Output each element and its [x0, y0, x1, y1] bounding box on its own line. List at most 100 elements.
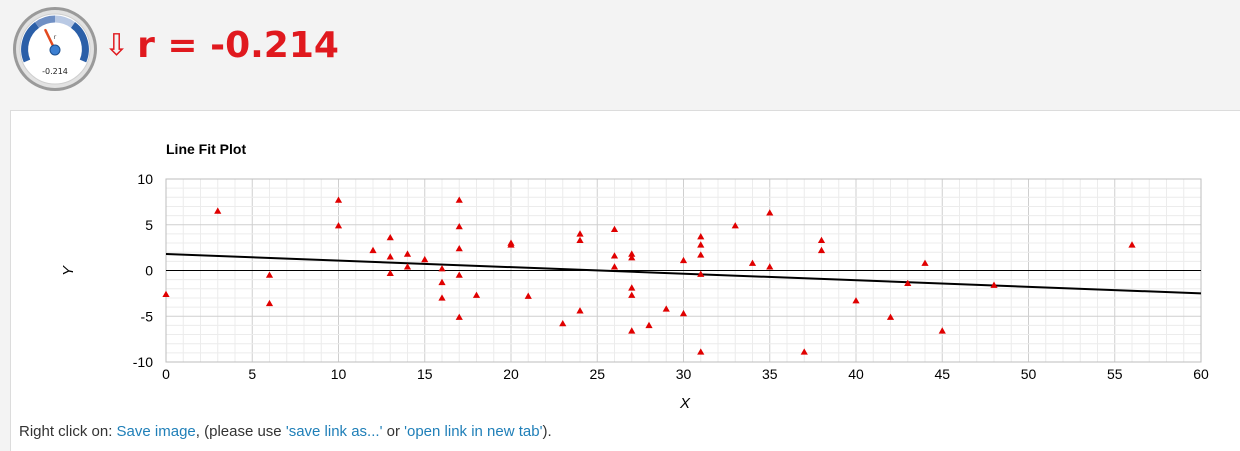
data-point	[472, 291, 481, 298]
data-point	[886, 313, 895, 320]
data-point	[438, 265, 446, 272]
correlation-value: r = -0.214	[137, 25, 339, 66]
data-points	[162, 196, 1136, 355]
data-point	[628, 291, 636, 298]
data-point	[576, 230, 584, 237]
data-point	[697, 241, 705, 248]
data-point	[334, 222, 343, 229]
data-point	[610, 252, 619, 259]
data-point	[524, 292, 532, 299]
data-point	[162, 290, 170, 297]
data-point	[645, 321, 653, 329]
data-point	[679, 309, 688, 317]
data-point	[455, 196, 463, 203]
save-link-as-link[interactable]: 'save link as...'	[285, 423, 383, 440]
data-point	[697, 270, 705, 277]
data-point	[559, 319, 567, 327]
chart-grid	[165, 178, 1202, 363]
y-axis-label: Y	[60, 265, 77, 276]
correlation-headline: ⇩ r = -0.214	[104, 22, 339, 70]
x-tick-label: 55	[1107, 366, 1123, 382]
data-point	[403, 250, 412, 257]
header: r -0.214 ⇩ r = -0.214	[0, 0, 1240, 108]
open-link-new-tab-link[interactable]: 'open link in new tab'	[404, 423, 543, 440]
data-point	[921, 259, 929, 266]
data-point	[697, 251, 705, 258]
x-tick-label: 30	[676, 366, 692, 382]
data-point	[628, 254, 636, 261]
data-point	[817, 236, 826, 244]
data-point	[455, 271, 463, 278]
gauge-needle-label: r	[54, 34, 57, 41]
data-point	[386, 233, 394, 241]
x-axis-label: X	[679, 395, 691, 412]
x-tick-label: 35	[762, 366, 778, 382]
x-tick-label: 20	[503, 366, 519, 382]
data-point	[990, 281, 998, 288]
chart-panel: Line Fit Plot 0 5 10 15 20 25 30 35 40 45 50 55 60 10…	[10, 110, 1240, 451]
data-point	[507, 241, 515, 248]
trendline-group	[165, 253, 1202, 295]
y-tick-label: 10	[137, 171, 153, 187]
data-point	[1128, 241, 1136, 248]
footer-or: or	[382, 423, 405, 440]
data-point	[679, 256, 688, 264]
data-point	[455, 244, 463, 252]
data-point	[628, 250, 636, 257]
line-fit-plot: Line Fit Plot 0 5 10 15 20 25 30 35 40 45 50 55 6010…	[60, 141, 1209, 412]
x-tick-label: 60	[1193, 366, 1209, 382]
data-point	[852, 297, 860, 304]
data-point	[438, 278, 446, 286]
data-point	[334, 196, 343, 203]
data-point	[403, 263, 412, 270]
gauge-value-label: -0.214	[42, 67, 68, 76]
data-point	[766, 209, 774, 216]
chart-title: Line Fit Plot	[166, 141, 246, 157]
data-point	[369, 246, 377, 254]
x-tick-label: 0	[162, 366, 170, 382]
data-point	[800, 348, 808, 355]
data-point	[576, 236, 584, 244]
footer-prefix: Right click on:	[19, 423, 117, 440]
y-tick-label: -5	[141, 308, 154, 324]
x-tick-label: 10	[331, 366, 347, 382]
y-tick-label: 0	[145, 263, 153, 279]
data-point	[265, 271, 274, 278]
data-point	[628, 284, 636, 291]
down-arrow-icon: ⇩	[104, 28, 130, 63]
x-tick-label: 5	[248, 366, 256, 382]
data-point	[386, 269, 394, 276]
x-tick-label: 45	[934, 366, 950, 382]
data-point	[904, 279, 912, 287]
data-point	[748, 259, 757, 266]
x-tick-label: 25	[589, 366, 605, 382]
data-point	[628, 327, 636, 334]
trendline	[165, 253, 1202, 295]
data-point	[421, 255, 429, 263]
correlation-gauge-icon: r -0.214	[13, 7, 97, 91]
data-point	[697, 348, 705, 355]
data-point	[265, 299, 274, 307]
data-point	[610, 263, 619, 270]
data-point	[576, 307, 584, 314]
data-point	[817, 246, 826, 254]
data-point	[697, 233, 705, 240]
data-point	[731, 222, 739, 229]
data-point	[438, 294, 446, 301]
y-tick-label: -10	[133, 354, 153, 370]
footer-suffix: ).	[542, 423, 552, 440]
data-point	[766, 263, 774, 270]
x-tick-label: 50	[1021, 366, 1037, 382]
data-point	[386, 253, 394, 260]
x-tick-label: 15	[417, 366, 433, 382]
x-tick-label: 40	[848, 366, 864, 382]
y-tick-label: 5	[145, 217, 153, 233]
data-point	[610, 225, 619, 233]
footer-middle: , (please use	[195, 423, 286, 440]
footer-text: Right click on: Save image, (please use …	[19, 423, 552, 440]
save-image-link[interactable]: Save image	[116, 423, 196, 440]
data-point	[214, 207, 222, 214]
data-point	[455, 222, 463, 230]
data-point	[938, 327, 946, 334]
